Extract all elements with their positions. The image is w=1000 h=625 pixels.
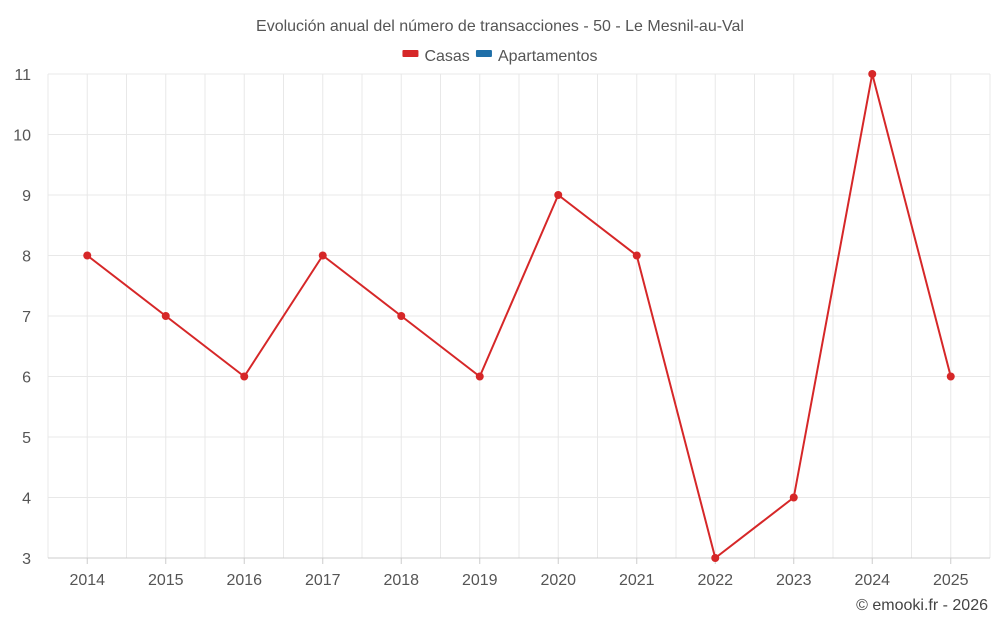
x-tick-label: 2018 bbox=[383, 572, 419, 589]
legend-swatch bbox=[402, 50, 419, 57]
legend-label: Apartamentos bbox=[498, 48, 598, 65]
x-tick-label: 2020 bbox=[540, 572, 576, 589]
x-tick-label: 2025 bbox=[933, 572, 969, 589]
data-point[interactable] bbox=[868, 70, 877, 78]
x-tick-label: 2022 bbox=[697, 572, 733, 589]
data-point[interactable] bbox=[318, 251, 327, 260]
y-tick-label: 9 bbox=[22, 188, 31, 205]
legend[interactable]: Casas Apartamentos bbox=[402, 48, 598, 65]
data-point[interactable] bbox=[83, 251, 92, 260]
x-tick-label: 2017 bbox=[305, 572, 341, 589]
x-tick-label: 2015 bbox=[148, 572, 184, 589]
y-tick-label: 7 bbox=[22, 309, 31, 326]
data-point[interactable] bbox=[946, 372, 955, 381]
x-tick-label: 2019 bbox=[462, 572, 498, 589]
y-tick-label: 3 bbox=[22, 551, 31, 568]
data-point[interactable] bbox=[789, 493, 798, 502]
data-point[interactable] bbox=[632, 251, 641, 260]
y-axis-ticks: 3 4 5 6 7 8 9 10 11 bbox=[13, 67, 31, 568]
credit-text: © emooki.fr - 2026 bbox=[856, 597, 988, 614]
data-point[interactable] bbox=[161, 312, 170, 320]
data-point[interactable] bbox=[240, 372, 249, 381]
data-point[interactable] bbox=[554, 191, 563, 199]
x-tick-label: 2021 bbox=[619, 572, 655, 589]
legend-swatch bbox=[475, 50, 492, 57]
x-axis-ticks: 2014 2015 2016 2017 2018 2019 2020 2021 2022 2023… bbox=[69, 558, 969, 589]
x-tick-label: 2016 bbox=[226, 572, 262, 589]
data-point[interactable] bbox=[475, 372, 484, 381]
legend-label: Casas bbox=[424, 48, 469, 65]
x-tick-label: 2014 bbox=[69, 572, 105, 589]
y-tick-label: 11 bbox=[14, 67, 31, 84]
x-tick-label: 2023 bbox=[776, 572, 812, 589]
y-tick-label: 8 bbox=[22, 249, 31, 266]
y-tick-label: 6 bbox=[22, 370, 31, 387]
chart-title: Evolución anual del número de transaccio… bbox=[256, 18, 744, 35]
series-line-casas bbox=[86, 73, 952, 559]
x-tick-label: 2024 bbox=[854, 572, 890, 589]
data-point[interactable] bbox=[397, 312, 406, 320]
y-tick-label: 10 bbox=[13, 128, 31, 145]
grid-lines bbox=[47, 73, 991, 558]
legend-item-casas[interactable]: Casas bbox=[402, 48, 470, 65]
y-tick-label: 4 bbox=[22, 491, 31, 508]
legend-item-apartamentos[interactable]: Apartamentos bbox=[475, 48, 598, 65]
y-tick-label: 5 bbox=[22, 430, 31, 447]
series-group bbox=[83, 70, 955, 562]
data-point[interactable] bbox=[711, 554, 720, 562]
